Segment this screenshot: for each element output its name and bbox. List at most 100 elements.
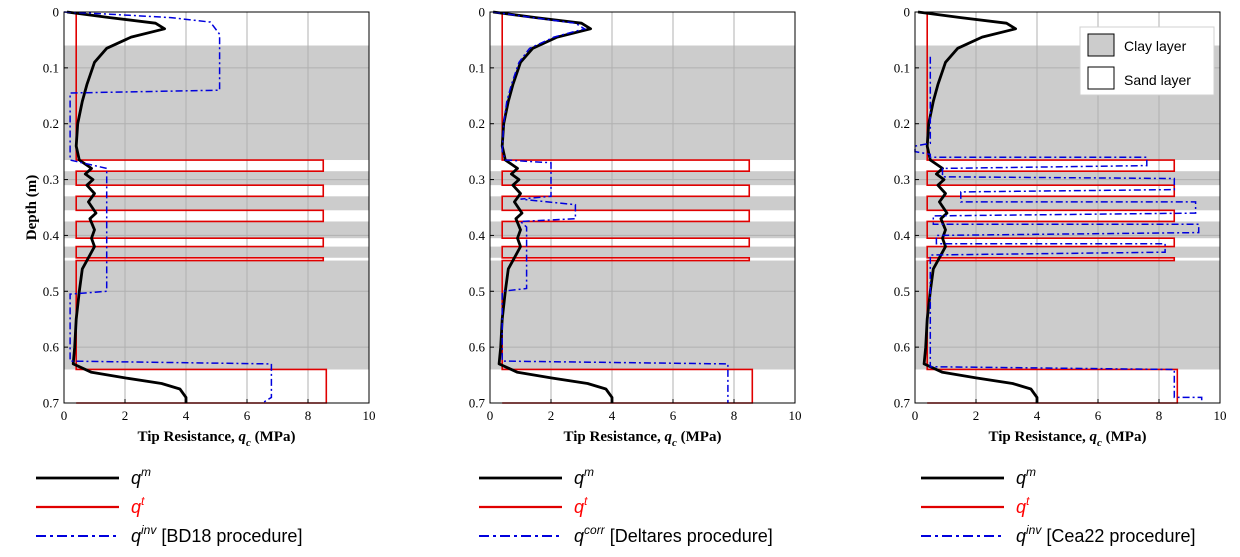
- x-tick-label: 2: [548, 408, 555, 423]
- x-axis-label-text: Tip Resistance,: [989, 429, 1090, 445]
- y-tick-label: 0.5: [43, 284, 59, 299]
- x-axis-label-symbol: q: [665, 429, 673, 445]
- x-axis-label-symbol: q: [239, 429, 247, 445]
- true-profile-line: [75, 12, 328, 404]
- clay-layer: [490, 260, 795, 370]
- y-tick-label: 0.3: [894, 172, 910, 187]
- y-tick-label: 0.5: [894, 284, 910, 299]
- x-axis-label-text: Tip Resistance,: [138, 429, 239, 445]
- clay-layer: [490, 246, 795, 258]
- x-tick-label: 6: [244, 408, 251, 423]
- legend-corrected-superscript: corr: [584, 523, 606, 537]
- legend-corrected-procedure: [BD18 procedure]: [156, 526, 302, 546]
- x-tick-label: 4: [1034, 408, 1041, 423]
- x-axis-label-subscript: c: [1097, 437, 1102, 449]
- x-tick-label: 8: [305, 408, 312, 423]
- legend-measured-superscript: m: [141, 465, 151, 479]
- legend-corrected-symbol: q: [1016, 526, 1026, 546]
- y-tick-label: 0.4: [894, 228, 911, 243]
- x-tick-label: 10: [1214, 408, 1227, 423]
- true-profile-line: [501, 12, 754, 404]
- legend-measured-superscript: m: [1026, 465, 1036, 479]
- clay-layer: [915, 221, 1220, 239]
- clay-layer: [915, 196, 1220, 211]
- legend-true-symbol: q: [574, 497, 584, 517]
- axes-frame: [63, 11, 370, 404]
- x-tick-label: 0: [61, 408, 68, 423]
- x-axis-label-unit: (MPa): [1102, 429, 1147, 445]
- legend-true-symbol: q: [131, 497, 141, 517]
- legend-corrected-symbol: q: [131, 526, 141, 546]
- legend-true-label: qt: [574, 494, 588, 517]
- y-axis-label: Depth (m): [24, 175, 40, 240]
- x-tick-label: 2: [973, 408, 980, 423]
- y-tick-label: 0.6: [43, 340, 60, 355]
- x-tick-label: 4: [183, 408, 190, 423]
- y-tick-label: 0.5: [469, 284, 485, 299]
- y-tick-label: 0.1: [469, 60, 485, 75]
- x-axis-label: Tip Resistance, qc (MPa): [138, 429, 296, 449]
- x-tick-label: 8: [731, 408, 738, 423]
- legend-true-symbol: q: [1016, 497, 1026, 517]
- legend-true-superscript: t: [141, 494, 145, 508]
- legend-true-label: qt: [1016, 494, 1030, 517]
- x-axis-label-symbol: q: [1090, 429, 1098, 445]
- y-tick-label: 0.3: [469, 172, 485, 187]
- legend-measured-symbol: q: [131, 468, 141, 488]
- legend-measured-symbol: q: [1016, 468, 1026, 488]
- clay-layer: [490, 221, 795, 239]
- legend-corrected-symbol: q: [574, 526, 584, 546]
- legend-corrected-superscript: inv: [141, 523, 157, 537]
- y-tick-label: 0.1: [43, 60, 59, 75]
- y-tick-label: 0.1: [894, 60, 910, 75]
- x-tick-label: 6: [1095, 408, 1102, 423]
- clay-layer: [64, 196, 369, 211]
- chart-panel-3: 0 2 4 6 8 10 0 0.1 0.2 0.3 0.4 0.5 0.6 0.7 Tip Resista…: [894, 5, 1227, 547]
- clay-layer: [490, 171, 795, 186]
- y-tick-label: 0.7: [469, 396, 486, 411]
- chart-panel-1: 0 2 4 6 8 10 0 0.1 0.2 0.3 0.4 0.5 0.6 0.7 Tip Resista…: [24, 5, 376, 547]
- measured-series-line: [492, 10, 614, 403]
- sand-legend-label: Sand layer: [1124, 72, 1191, 88]
- y-tick-label: 0.2: [469, 116, 485, 131]
- clay-layer: [915, 246, 1220, 258]
- x-axis-label-subscript: c: [672, 437, 677, 449]
- y-tick-label: 0: [904, 5, 911, 20]
- x-tick-label: 6: [670, 408, 677, 423]
- clay-layer: [64, 260, 369, 370]
- x-axis-label: Tip Resistance, qc (MPa): [989, 429, 1147, 449]
- x-axis-label-text: Tip Resistance,: [564, 429, 665, 445]
- corrected-series-line: [914, 56, 1203, 403]
- layer-legend: Clay layer Sand layer: [1079, 26, 1215, 96]
- axes-frame: [914, 11, 1221, 404]
- clay-legend-label: Clay layer: [1124, 38, 1187, 54]
- corrected-series-line: [492, 11, 729, 403]
- clay-legend-swatch: [1087, 33, 1115, 57]
- x-axis-label-unit: (MPa): [251, 429, 296, 445]
- clay-layer: [64, 221, 369, 239]
- legend-corrected-procedure: [Cea22 procedure]: [1041, 526, 1195, 546]
- legend-true-label: qt: [131, 494, 145, 517]
- legend-measured-label: qm: [1016, 465, 1036, 488]
- x-tick-label: 0: [487, 408, 494, 423]
- corrected-series-line: [63, 11, 273, 404]
- x-axis-label-subscript: c: [246, 437, 251, 449]
- y-tick-label: 0.6: [469, 340, 486, 355]
- legend-measured-symbol: q: [574, 468, 584, 488]
- legend-measured-label: qm: [131, 465, 151, 488]
- y-tick-label: 0.3: [43, 172, 59, 187]
- x-tick-label: 0: [912, 408, 919, 423]
- clay-layer: [64, 45, 369, 161]
- clay-layer: [64, 246, 369, 258]
- clay-layer: [490, 196, 795, 211]
- clay-layer: [490, 45, 795, 161]
- x-tick-label: 8: [1156, 408, 1163, 423]
- y-tick-label: 0.7: [43, 396, 60, 411]
- chart-panel-2: 0 2 4 6 8 10 0 0.1 0.2 0.3 0.4 0.5 0.6 0.7 Tip Resista…: [469, 5, 802, 547]
- x-axis-label-unit: (MPa): [677, 429, 722, 445]
- y-tick-label: 0.2: [43, 116, 59, 131]
- legend-corrected-superscript: inv: [1026, 523, 1042, 537]
